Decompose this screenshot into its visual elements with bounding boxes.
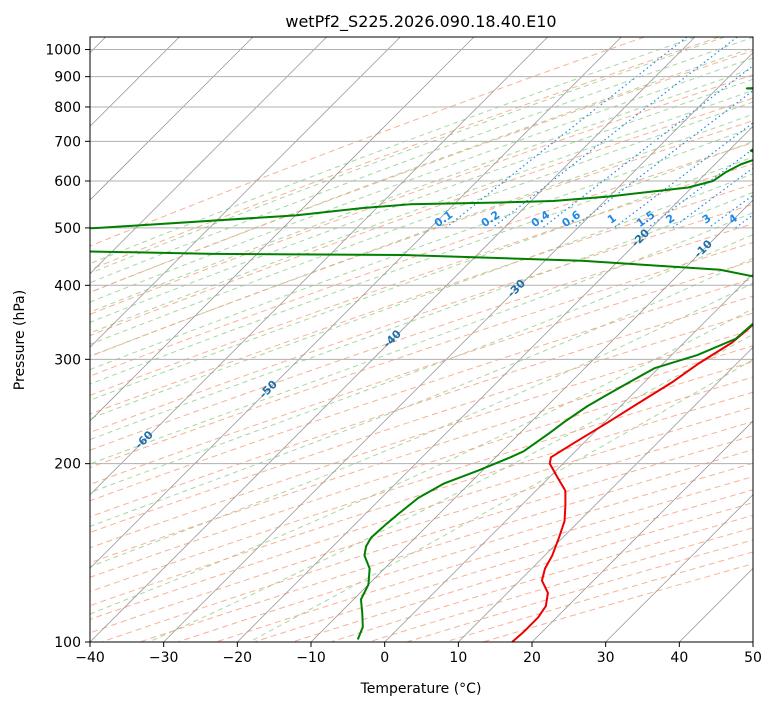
dry-adiabat xyxy=(90,329,753,549)
skewed-isotherm xyxy=(90,37,401,348)
moist-adiabat xyxy=(90,257,753,528)
skewed-isotherm xyxy=(90,37,622,569)
moist-adiabat xyxy=(90,67,753,313)
mixing-ratio-line xyxy=(445,37,688,229)
skewed-isotherm xyxy=(90,37,254,201)
x-tick-label: 0 xyxy=(380,650,389,666)
skewed-isotherm xyxy=(90,37,475,422)
skewed-isotherm xyxy=(90,37,327,275)
x-tick-label: 30 xyxy=(597,650,615,666)
plot-frame xyxy=(89,36,754,643)
y-tick-label: 300 xyxy=(54,352,81,368)
skewed-isotherm xyxy=(90,37,696,642)
mixing-ratio-line xyxy=(492,37,738,229)
y-tick-label: 600 xyxy=(54,174,81,190)
temperature-line xyxy=(511,323,753,642)
y-tick-label: 100 xyxy=(54,635,81,651)
mixing-ratio-line xyxy=(647,148,753,229)
skewed-isotherm xyxy=(384,273,753,642)
dry-adiabat xyxy=(90,50,753,293)
skewed-isotherm xyxy=(237,125,753,642)
moist-adiabat xyxy=(90,113,753,357)
y-axis-label: Pressure (hPa) xyxy=(12,290,28,390)
y-tick-label: 900 xyxy=(54,70,81,86)
dry-adiabat xyxy=(90,142,753,377)
x-tick-label: 50 xyxy=(744,650,762,666)
moist-adiabat xyxy=(90,126,753,371)
dry-adiabat xyxy=(90,391,753,607)
moist-adiabat xyxy=(90,282,753,568)
moist-adiabat xyxy=(148,333,753,642)
moist-adiabat xyxy=(90,37,696,265)
dry-adiabat xyxy=(90,97,753,337)
moist-adiabat xyxy=(90,78,753,323)
skewed-isotherm xyxy=(310,199,753,642)
moist-adiabat xyxy=(90,212,753,465)
dry-adiabat xyxy=(90,312,753,534)
x-tick-label: 40 xyxy=(670,650,688,666)
dry-adiabat xyxy=(90,37,645,247)
skewed-isotherm xyxy=(458,346,753,642)
moist-adiabat xyxy=(90,156,753,401)
moist-adiabat xyxy=(90,140,753,385)
chart-title: wetPf2_S225.2026.090.18.40.E10 xyxy=(285,12,556,32)
mixing-ratio-line xyxy=(572,89,753,229)
x-axis-label: Temperature (°C) xyxy=(360,681,482,697)
y-tick-label: 500 xyxy=(54,221,81,237)
moist-adiabat xyxy=(90,47,753,293)
moist-adiabat xyxy=(90,173,753,420)
x-tick-label: −40 xyxy=(75,650,105,666)
dry-adiabat xyxy=(90,163,753,396)
skewed-isotherm xyxy=(90,37,548,496)
moist-adiabat xyxy=(90,57,753,303)
y-tick-label: 400 xyxy=(54,278,81,294)
skewed-isotherm xyxy=(531,420,753,642)
y-tick-label: 700 xyxy=(54,134,81,150)
skewed-isotherm xyxy=(163,52,753,642)
y-tick-label: 1000 xyxy=(45,43,81,59)
dry-adiabat xyxy=(90,223,753,451)
x-tick-label: 20 xyxy=(523,650,541,666)
moist-adiabat xyxy=(90,191,753,441)
dry-adiabat xyxy=(90,183,753,415)
dry-adiabat xyxy=(90,74,753,315)
x-tick-label: −10 xyxy=(296,650,326,666)
y-tick-label: 200 xyxy=(54,457,81,473)
mixing-ratio-line xyxy=(672,167,753,229)
dewpoint-line xyxy=(90,87,753,640)
moist-adiabat xyxy=(90,37,725,274)
skewed-isotherm xyxy=(605,494,753,642)
x-tick-label: −20 xyxy=(223,650,253,666)
moist-adiabat xyxy=(249,359,753,642)
dry-adiabat xyxy=(90,361,753,578)
dry-adiabat xyxy=(90,278,753,502)
x-tick-label: 10 xyxy=(449,650,467,666)
y-tick-label: 800 xyxy=(54,100,81,116)
x-tick-label: −30 xyxy=(149,650,179,666)
moist-adiabat xyxy=(90,307,753,615)
